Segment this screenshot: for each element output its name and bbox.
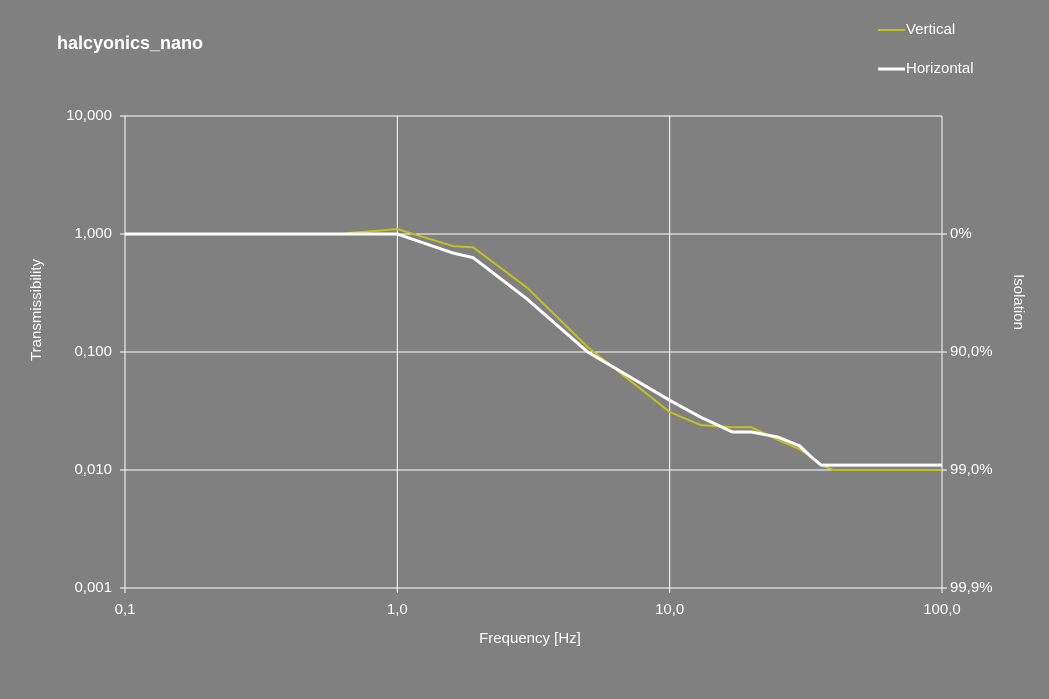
y2-tick-label: 90,0% <box>950 343 993 360</box>
x-tick-label: 1,0 <box>387 601 408 618</box>
x-tick-label: 100,0 <box>923 601 961 618</box>
chart-title: halcyonics_nano <box>57 33 203 53</box>
series-line <box>125 232 942 467</box>
y2-axis-title: Isolation <box>1010 274 1027 330</box>
y-tick-label: 1,000 <box>74 225 112 242</box>
y-axis-title: Transmissibility <box>28 259 45 361</box>
y2-tick-label: 0% <box>950 225 972 242</box>
series-line <box>125 228 942 471</box>
y-tick-label: 0,100 <box>74 343 112 360</box>
x-axis-title: Frequency [Hz] <box>479 630 581 647</box>
y2-tick-label: 99,9% <box>950 579 993 596</box>
y2-tick-label: 99,0% <box>950 461 993 478</box>
x-tick-label: 0,1 <box>115 601 136 618</box>
y-tick-label: 0,010 <box>74 461 112 478</box>
y-tick-label: 0,001 <box>74 579 112 596</box>
y-tick-label: 10,000 <box>66 107 112 124</box>
x-tick-label: 10,0 <box>655 601 684 618</box>
legend-label: Horizontal <box>906 60 974 77</box>
legend-label: Vertical <box>906 21 955 38</box>
